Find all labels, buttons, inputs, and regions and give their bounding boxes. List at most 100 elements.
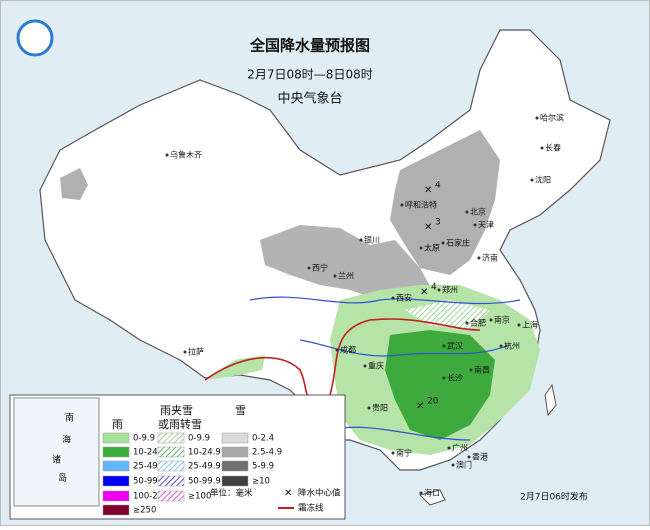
- city-label: 呼和浩特: [405, 200, 437, 210]
- city-label: 武汉: [447, 341, 463, 351]
- legend-label: ≥10: [252, 477, 270, 487]
- city-dot: [465, 321, 469, 325]
- city-label: 长春: [545, 143, 561, 153]
- city-label: 天津: [478, 220, 494, 230]
- city-dot: [535, 116, 539, 120]
- city-dot: [391, 451, 395, 455]
- city-dot: [391, 296, 395, 300]
- legend-label: 25-49.9: [133, 462, 166, 472]
- legend-swatch: [157, 490, 185, 502]
- city-dot: [307, 266, 311, 270]
- center-mark: ✕: [420, 287, 428, 298]
- city-dot: [489, 318, 493, 322]
- legend-swatch: [157, 460, 185, 472]
- city-label: 南宁: [396, 448, 412, 458]
- city-label: 郑州: [442, 285, 458, 295]
- period: 2月7日08时—8日08时: [247, 68, 372, 82]
- snow-area: [60, 168, 88, 200]
- city-dot: [442, 376, 446, 380]
- unit: 单位：毫米: [210, 488, 253, 499]
- city-dot: [419, 491, 423, 495]
- agency: 中央气象台: [277, 91, 342, 107]
- legend-swatch: [102, 432, 130, 444]
- legend-swatch: [157, 446, 185, 458]
- rain-area-light: [205, 355, 265, 380]
- city-dot: [477, 256, 481, 260]
- legend-swatch: [102, 446, 130, 458]
- city-label: 石家庄: [446, 238, 470, 248]
- city-dot: [473, 223, 477, 227]
- legend-label: 100-250: [133, 492, 169, 502]
- city-dot: [469, 368, 473, 372]
- inset-label: 诸: [52, 455, 61, 466]
- city-label: 济南: [482, 253, 498, 263]
- inset: [13, 397, 100, 507]
- city-label: 沈阳: [535, 175, 551, 185]
- legend-label: ≥100: [188, 492, 211, 502]
- city-label: 西安: [396, 293, 412, 303]
- legend-swatch: [157, 432, 185, 444]
- legend-label: 0-2.4: [252, 434, 274, 444]
- legend-heading: 雨夹雪: [160, 404, 193, 417]
- city-dot: [165, 153, 169, 157]
- legend-label: ≥250: [133, 506, 156, 516]
- city-label: 兰州: [338, 271, 354, 281]
- city-label: 上海: [522, 320, 538, 330]
- city-label: 澳门: [456, 460, 472, 470]
- rain-area-moderate: [385, 330, 495, 440]
- city-label: 太原: [424, 243, 440, 253]
- legend-swatch: [221, 460, 249, 472]
- city-label: 香港: [472, 452, 488, 462]
- city-dot: [442, 344, 446, 348]
- legend-swatch: [102, 490, 130, 502]
- city-label: 西宁: [312, 263, 328, 273]
- center-symbol: ✕: [284, 488, 292, 499]
- legend-swatch: [102, 504, 130, 516]
- city-dot: [517, 323, 521, 327]
- city-dot: [530, 178, 534, 182]
- city-dot: [400, 203, 404, 207]
- city-label: 北京: [470, 207, 486, 217]
- center-value: 4: [431, 283, 437, 293]
- city-label: 南昌: [474, 365, 490, 375]
- city-dot: [465, 210, 469, 214]
- legend-label: 50-99.9: [188, 477, 221, 487]
- inset-label: 海: [62, 434, 71, 446]
- city-dot: [359, 238, 363, 242]
- city-dot: [540, 146, 544, 150]
- city-dot: [451, 463, 455, 467]
- city-label: 长沙: [447, 373, 463, 383]
- title: 全国降水量预报图: [249, 37, 370, 55]
- hainan: [419, 489, 446, 506]
- city-dot: [367, 406, 371, 410]
- legend-frost: 霜冻线: [298, 503, 324, 514]
- city-label: 贵阳: [372, 403, 388, 413]
- center-mark: ✕: [424, 222, 432, 233]
- city-dot: [441, 241, 445, 245]
- city-dot: [419, 246, 423, 250]
- taiwan: [544, 383, 557, 417]
- city-label: 合肥: [470, 318, 486, 328]
- legend-swatch: [102, 475, 130, 487]
- city-dot: [467, 455, 471, 459]
- city-dot: [333, 274, 337, 278]
- legend-label: 10-24.9: [133, 448, 166, 458]
- city-dot: [183, 350, 187, 354]
- legend-heading: 或雨转雪: [158, 417, 202, 431]
- legend-heading: 雪: [235, 404, 246, 417]
- legend-swatch: [157, 475, 185, 487]
- legend-label: 25-49.9: [188, 462, 221, 472]
- city-label: 乌鲁木齐: [170, 150, 202, 160]
- city-dot: [437, 288, 441, 292]
- center-mark: ✕: [416, 401, 424, 412]
- snow-area: [390, 130, 500, 275]
- city-label: 重庆: [368, 361, 384, 371]
- legend-label: 2.5-4.9: [252, 448, 282, 458]
- legend-swatch: [221, 475, 249, 487]
- city-dot: [447, 446, 451, 450]
- city-label: 哈尔滨: [540, 113, 564, 123]
- footer: 2月7日06时发布: [520, 491, 588, 503]
- center-mark: ✕: [424, 185, 432, 196]
- legend-label: 10-24.9: [188, 448, 221, 458]
